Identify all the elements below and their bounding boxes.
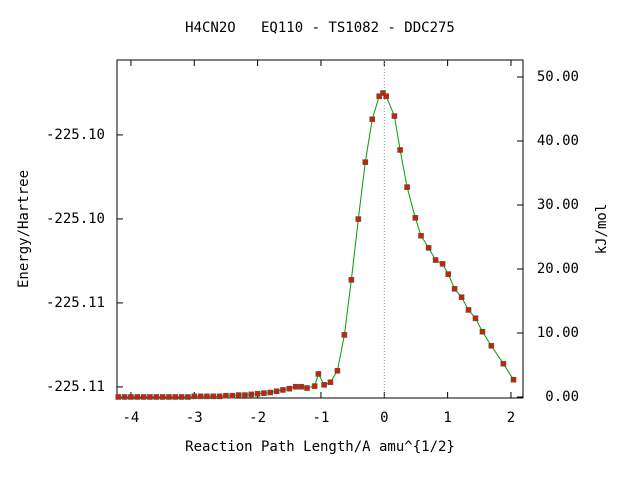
- data-point: [216, 393, 223, 400]
- data-point: [445, 271, 452, 277]
- data-point: [128, 394, 134, 400]
- y-tick-label: -225.10: [46, 127, 105, 143]
- data-point: [383, 93, 389, 100]
- data-point: [510, 376, 517, 383]
- data-point: [451, 286, 458, 292]
- data-point: [465, 307, 472, 313]
- data-point: [166, 394, 172, 400]
- data-point: [298, 383, 305, 390]
- y2-tick-label: 30.00: [537, 197, 579, 213]
- data-point: [280, 387, 286, 393]
- x-axis-label: Reaction Path Length/A amu^{1/2}: [185, 439, 455, 455]
- data-point: [391, 113, 398, 119]
- y2-tick-label: 40.00: [537, 133, 579, 149]
- data-point: [261, 390, 267, 396]
- x-tick-label: 1: [443, 410, 451, 426]
- data-point: [292, 383, 299, 390]
- data-point: [197, 393, 204, 400]
- data-point: [432, 257, 439, 263]
- data-point: [134, 394, 141, 400]
- data-point: [235, 392, 242, 398]
- data-point: [191, 393, 198, 400]
- y-tick-label: -225.11: [46, 379, 105, 395]
- y2-axis-label: kJ/mol: [594, 204, 610, 255]
- data-point: [418, 232, 424, 239]
- data-point: [315, 371, 322, 377]
- y2-tick-label: 20.00: [537, 261, 579, 277]
- data-point: [185, 394, 191, 400]
- data-point: [204, 393, 210, 400]
- data-point: [439, 261, 446, 267]
- data-point: [140, 394, 147, 400]
- chart-title: H4CN2O EQ110 - TS1082 - DDC275: [185, 20, 455, 36]
- data-point: [147, 394, 153, 400]
- data-point: [348, 277, 355, 283]
- y-tick-label: -225.11: [46, 295, 105, 311]
- x-tick-label: 2: [507, 410, 515, 426]
- data-point: [210, 393, 217, 400]
- x-tick-label: -2: [249, 410, 266, 426]
- data-point: [341, 332, 348, 338]
- data-point: [242, 392, 248, 398]
- data-point: [376, 93, 383, 100]
- data-point: [304, 385, 310, 391]
- x-tick-label: 0: [380, 410, 388, 426]
- data-point: [153, 394, 160, 400]
- y2-tick-label: 50.00: [537, 69, 579, 85]
- data-point: [500, 360, 507, 367]
- data-point: [229, 392, 236, 399]
- data-point: [425, 245, 432, 251]
- y2-tick-label: 0.00: [545, 389, 579, 405]
- data-point: [458, 294, 465, 300]
- data-point: [321, 382, 327, 388]
- x-tick-label: -1: [313, 410, 330, 426]
- data-point: [397, 147, 403, 153]
- data-point: [404, 184, 410, 190]
- series-line: [118, 92, 514, 398]
- data-point: [159, 394, 166, 400]
- data-point: [355, 216, 362, 222]
- data-point: [121, 394, 128, 400]
- data-point: [380, 90, 386, 96]
- data-point: [334, 367, 341, 374]
- x-tick-label: -3: [186, 410, 203, 426]
- data-point: [115, 394, 122, 400]
- data-point: [488, 342, 495, 349]
- data-point: [286, 385, 293, 392]
- y-axis-label: Energy/Hartree: [16, 170, 32, 288]
- data-point: [254, 390, 261, 397]
- data-point: [172, 394, 179, 400]
- data-point: [248, 391, 255, 398]
- y2-tick-label: 10.00: [537, 325, 579, 341]
- data-point: [327, 379, 334, 386]
- y-tick-label: -225.10: [46, 211, 105, 227]
- x-tick-label: -4: [123, 410, 140, 426]
- data-point: [479, 328, 486, 335]
- data-point: [178, 394, 185, 400]
- data-point: [273, 388, 280, 395]
- data-point: [362, 159, 369, 165]
- data-point: [311, 383, 318, 389]
- data-point: [472, 315, 479, 322]
- plot-frame: [116, 59, 524, 399]
- data-point: [223, 392, 229, 399]
- data-point: [412, 215, 419, 221]
- data-point: [369, 116, 376, 123]
- data-point: [267, 389, 274, 396]
